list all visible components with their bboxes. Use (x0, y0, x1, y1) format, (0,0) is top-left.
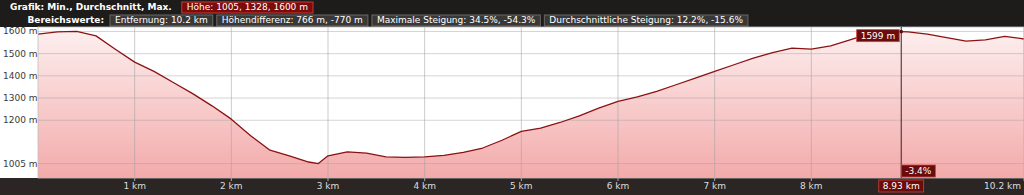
range-item: Maximale Steigung: 34.5%, -54.3% (377, 15, 536, 25)
plot-frame (38, 27, 1024, 178)
header-value: Höhe: 1005, 1328, 1600 m (187, 2, 308, 12)
cursor-point (899, 30, 903, 34)
cursor-x-label: 8.93 km (883, 181, 920, 191)
range-item: Durchschnittliche Steigung: 12.2%, -15.6… (549, 15, 743, 25)
range-item: Entfernung: 10.2 km (115, 15, 208, 25)
elevation-area (38, 31, 1024, 178)
x-tick-label: 10.2 km (984, 181, 1021, 191)
y-tick-label: 1600 m (3, 26, 38, 36)
cursor-x-label-box (879, 180, 924, 192)
x-tick-label: 4 km (413, 181, 436, 191)
grid-line-x (424, 27, 425, 178)
x-tick-label: 7 km (703, 181, 726, 191)
y-tick-label: 1300 m (3, 93, 38, 103)
plot-bg (0, 27, 1024, 178)
background (0, 0, 1024, 195)
range-item-box (217, 15, 368, 26)
range-item: Höhendifferenz: 766 m, -770 m (222, 15, 363, 25)
y-tick-label: 1200 m (3, 115, 38, 125)
range-item-box (110, 15, 213, 26)
range-item-box (544, 15, 748, 26)
grid-line-y (38, 53, 1024, 54)
chart: Grafik: Min., Durchschnitt, Max. Höhe: 10… (0, 0, 1024, 195)
grid-line-y (38, 163, 1024, 164)
cursor-y-label: 1599 m (861, 31, 896, 41)
grid-line-x (521, 27, 522, 178)
x-tick-label: 1 km (123, 181, 146, 191)
x-tick-label: 2 km (220, 181, 243, 191)
grid-line-x (134, 27, 135, 178)
y-tick-label: 1005 m (3, 159, 38, 169)
range-label: Bereichswerte: (27, 15, 104, 25)
header-bg (0, 0, 1024, 27)
range-item-box (372, 15, 540, 26)
x-tick-label: 6 km (607, 181, 630, 191)
grid-line-y (38, 75, 1024, 76)
header-value-box (182, 2, 313, 13)
cursor-slope-label: -3.4% (905, 166, 932, 176)
cursor-line (901, 27, 902, 178)
cursor-slope-label-box (901, 165, 935, 177)
x-tick-label: 5 km (510, 181, 533, 191)
grid-line-x (231, 27, 232, 178)
grid-line-y (38, 120, 1024, 121)
y-tick-label: 1500 m (3, 49, 38, 59)
grid-line-x (714, 27, 715, 178)
grid-line-x (618, 27, 619, 178)
grid-line-y (38, 98, 1024, 99)
x-tick-label: 3 km (317, 181, 340, 191)
data-group (38, 27, 1024, 178)
x-tick-label: 8 km (800, 181, 823, 191)
header-title: Grafik: Min., Durchschnitt, Max. (10, 2, 172, 12)
y-tick-label: 1400 m (3, 71, 38, 81)
cursor-y-label-box (857, 30, 900, 42)
elevation-line (38, 31, 1024, 163)
